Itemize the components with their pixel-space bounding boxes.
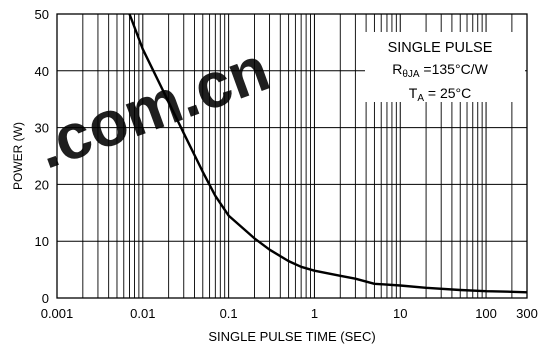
watermark: .com.cn: [27, 32, 279, 182]
tick-labels: 0 10 20 30 40 50 0.001 0.01 0.1 1 10 100 300: [35, 7, 538, 321]
y-tick-label: 40: [35, 64, 49, 79]
y-tick-label: 10: [35, 234, 49, 249]
x-axis-label: SINGLE PULSE TIME (SEC): [208, 329, 375, 344]
annotation-single-pulse: SINGLE PULSE: [388, 40, 493, 56]
y-tick-label: 20: [35, 177, 49, 192]
y-tick-label: 0: [42, 291, 49, 306]
x-tick-label: 0.1: [220, 306, 238, 321]
x-tick-label: 10: [393, 306, 407, 321]
plot-frame: [56, 13, 528, 299]
series-lines: [128, 13, 528, 294]
annotation-r-subscript: θJA: [402, 69, 420, 80]
annotation-t-symbol: T: [409, 85, 418, 101]
y-tick-label: 50: [35, 7, 49, 22]
annotation-background: [365, 32, 525, 102]
x-tick-label: 1: [311, 306, 318, 321]
x-tick-label: 300: [516, 306, 538, 321]
x-tick-label: 0.01: [130, 306, 155, 321]
annotation-thermal-resistance: RθJA =135°C/W: [392, 61, 488, 80]
y-tick-label: 30: [35, 121, 49, 136]
annotation-r-symbol: R: [392, 61, 402, 77]
annotation-t-value: = 25°C: [424, 85, 471, 101]
annotation-t-subscript: A: [417, 93, 424, 104]
y-axis-label: POWER (W): [11, 122, 25, 190]
annotation-r-value: =135°C/W: [420, 61, 489, 77]
x-tick-label: 0.001: [41, 306, 74, 321]
x-tick-label: 100: [475, 306, 497, 321]
annotation-ambient-temp: TA = 25°C: [409, 85, 471, 104]
series-line: [128, 13, 528, 294]
